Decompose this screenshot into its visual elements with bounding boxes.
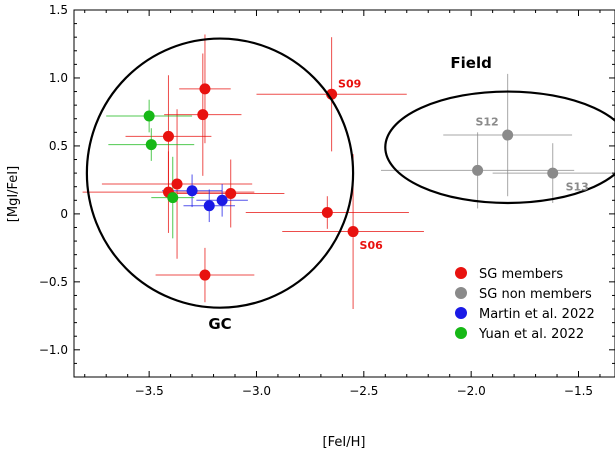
legend-marker bbox=[455, 267, 467, 279]
data-point bbox=[145, 139, 157, 151]
region-label: Field bbox=[450, 54, 491, 72]
legend-marker bbox=[455, 287, 467, 299]
x-tick-label: −3.0 bbox=[242, 384, 271, 398]
point-label: S09 bbox=[338, 77, 361, 90]
y-tick-label: −1.0 bbox=[39, 343, 68, 357]
y-tick-label: 0 bbox=[60, 207, 68, 221]
data-points bbox=[143, 83, 559, 281]
x-axis-label: [FeI/H] bbox=[323, 435, 366, 450]
legend-label: SG non members bbox=[479, 287, 592, 302]
data-point bbox=[197, 109, 209, 121]
y-tick-label: −0.5 bbox=[39, 275, 68, 289]
region-ellipses: GC Field bbox=[85, 37, 615, 333]
data-point bbox=[162, 130, 174, 142]
region-ellipse bbox=[85, 37, 355, 309]
data-point bbox=[171, 178, 183, 190]
data-point bbox=[167, 192, 179, 204]
region-ellipse bbox=[384, 90, 615, 205]
y-axis-label: [MgI/FeI] bbox=[6, 166, 21, 222]
plot-frame bbox=[73, 9, 615, 378]
data-point bbox=[347, 226, 359, 238]
y-tick-label: 1.5 bbox=[49, 3, 68, 17]
data-point bbox=[143, 110, 155, 122]
legend-label: Martin et al. 2022 bbox=[479, 307, 595, 322]
legend-label: SG members bbox=[479, 267, 563, 282]
data-point bbox=[186, 185, 198, 197]
data-point bbox=[199, 83, 211, 95]
x-tick-label: −2.5 bbox=[349, 384, 378, 398]
y-tick-label: 0.5 bbox=[49, 139, 68, 153]
data-point bbox=[199, 269, 211, 281]
legend: SG members SG non members Martin et al. 20… bbox=[455, 267, 595, 342]
point-label: S13 bbox=[566, 181, 589, 194]
point-label: S06 bbox=[360, 239, 384, 252]
data-point bbox=[502, 129, 514, 141]
axis-ticks: −3.5 −3.0 −2.5 −2.0 −1.5 −1.0 −0.5 0 0.5 1.0 1.5 bbox=[39, 3, 615, 398]
data-point bbox=[225, 188, 237, 199]
region-label: GC bbox=[208, 315, 231, 333]
legend-marker bbox=[455, 307, 467, 319]
legend-label: Yuan et al. 2022 bbox=[478, 327, 584, 342]
point-label: S12 bbox=[475, 115, 498, 128]
x-tick-label: −1.5 bbox=[564, 384, 593, 398]
y-tick-label: 1.0 bbox=[49, 71, 68, 85]
point-labels: S09 S06 S12 S13 bbox=[338, 77, 589, 252]
legend-marker bbox=[455, 327, 467, 339]
data-point bbox=[321, 207, 333, 219]
data-point bbox=[216, 194, 228, 206]
data-point bbox=[203, 200, 215, 212]
x-tick-label: −2.0 bbox=[457, 384, 486, 398]
data-point bbox=[472, 164, 484, 176]
x-tick-label: −3.5 bbox=[135, 384, 164, 398]
data-point bbox=[547, 167, 559, 179]
